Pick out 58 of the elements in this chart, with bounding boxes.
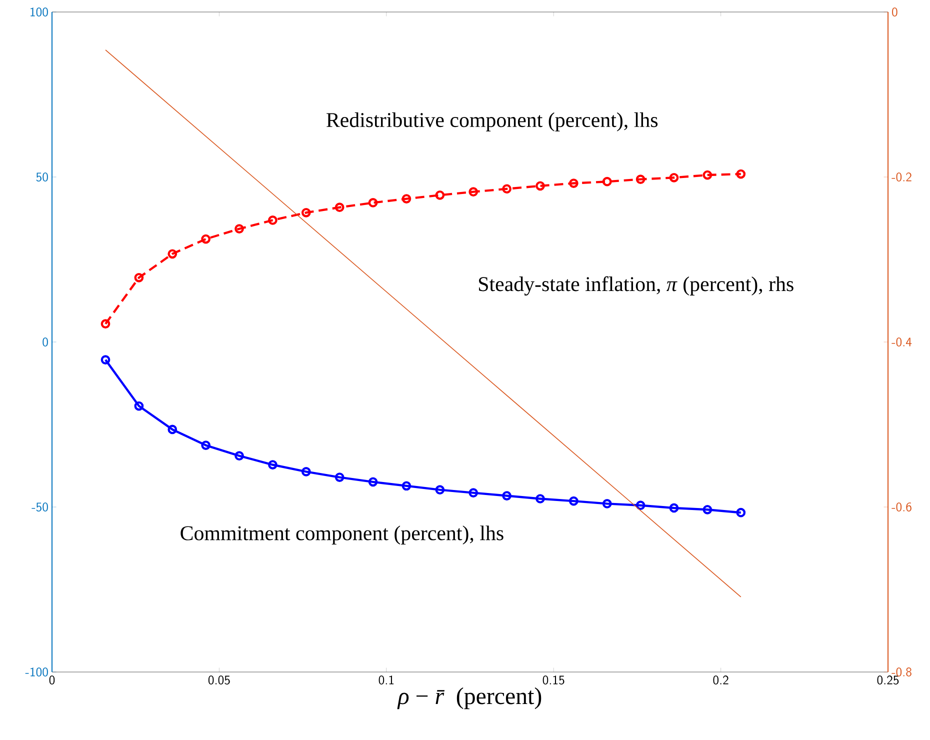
point xyxy=(435,190,445,200)
point xyxy=(602,176,612,186)
text: Steady-state inflation, π (percent), rhs xyxy=(479,276,794,296)
point xyxy=(168,249,178,259)
point xyxy=(201,234,211,244)
x-axis-title: ρ − r̄ (percent) xyxy=(397,687,542,710)
y-tick-label: 0 xyxy=(42,337,48,347)
point xyxy=(536,181,545,191)
point xyxy=(334,472,344,482)
text: Redistributive component (percent), lhs xyxy=(326,112,658,132)
point xyxy=(168,424,178,434)
point xyxy=(736,169,746,179)
y2-tick-label: -0.4 xyxy=(892,337,912,347)
point xyxy=(468,488,478,498)
point xyxy=(702,170,712,180)
y-tick-label: -100 xyxy=(25,667,48,677)
x-tick-label: 0.1 xyxy=(378,676,394,685)
point xyxy=(669,172,679,182)
point xyxy=(234,451,244,461)
point xyxy=(702,504,712,514)
point xyxy=(234,224,244,234)
point xyxy=(402,194,412,204)
y2-tick-label: 0 xyxy=(892,7,898,17)
point xyxy=(301,208,311,218)
point xyxy=(301,467,311,476)
point xyxy=(268,460,278,470)
point xyxy=(100,319,110,329)
y2-tick-label: -0.2 xyxy=(892,172,912,182)
series-label: Commitment component (percent), lhs xyxy=(180,526,504,545)
point xyxy=(502,491,512,500)
y-tick-label: 100 xyxy=(30,7,48,16)
x-tick-label: 0.05 xyxy=(208,676,230,685)
point xyxy=(402,481,412,491)
point xyxy=(368,477,378,487)
point xyxy=(368,198,378,208)
y2-tick-label: -0.8 xyxy=(892,667,912,677)
point xyxy=(502,184,512,194)
point xyxy=(536,494,545,504)
point xyxy=(201,440,211,450)
point xyxy=(568,496,578,506)
point xyxy=(636,500,646,510)
y-tick-label: 50 xyxy=(36,172,48,182)
point xyxy=(134,401,144,411)
point xyxy=(134,272,144,282)
point xyxy=(568,178,578,188)
point xyxy=(636,174,646,184)
x-tick-label: 0.15 xyxy=(542,676,564,685)
y2-tick-label: -0.6 xyxy=(892,502,912,512)
point xyxy=(435,485,445,495)
point xyxy=(268,216,278,225)
point xyxy=(669,503,679,513)
point xyxy=(334,202,344,212)
point xyxy=(468,187,478,197)
x-tick-label: 0 xyxy=(49,676,55,685)
x-tick-label: 0.25 xyxy=(877,676,899,685)
x-tick-label: 0.2 xyxy=(713,676,728,685)
y-tick-label: -50 xyxy=(32,502,48,512)
point xyxy=(602,499,612,508)
